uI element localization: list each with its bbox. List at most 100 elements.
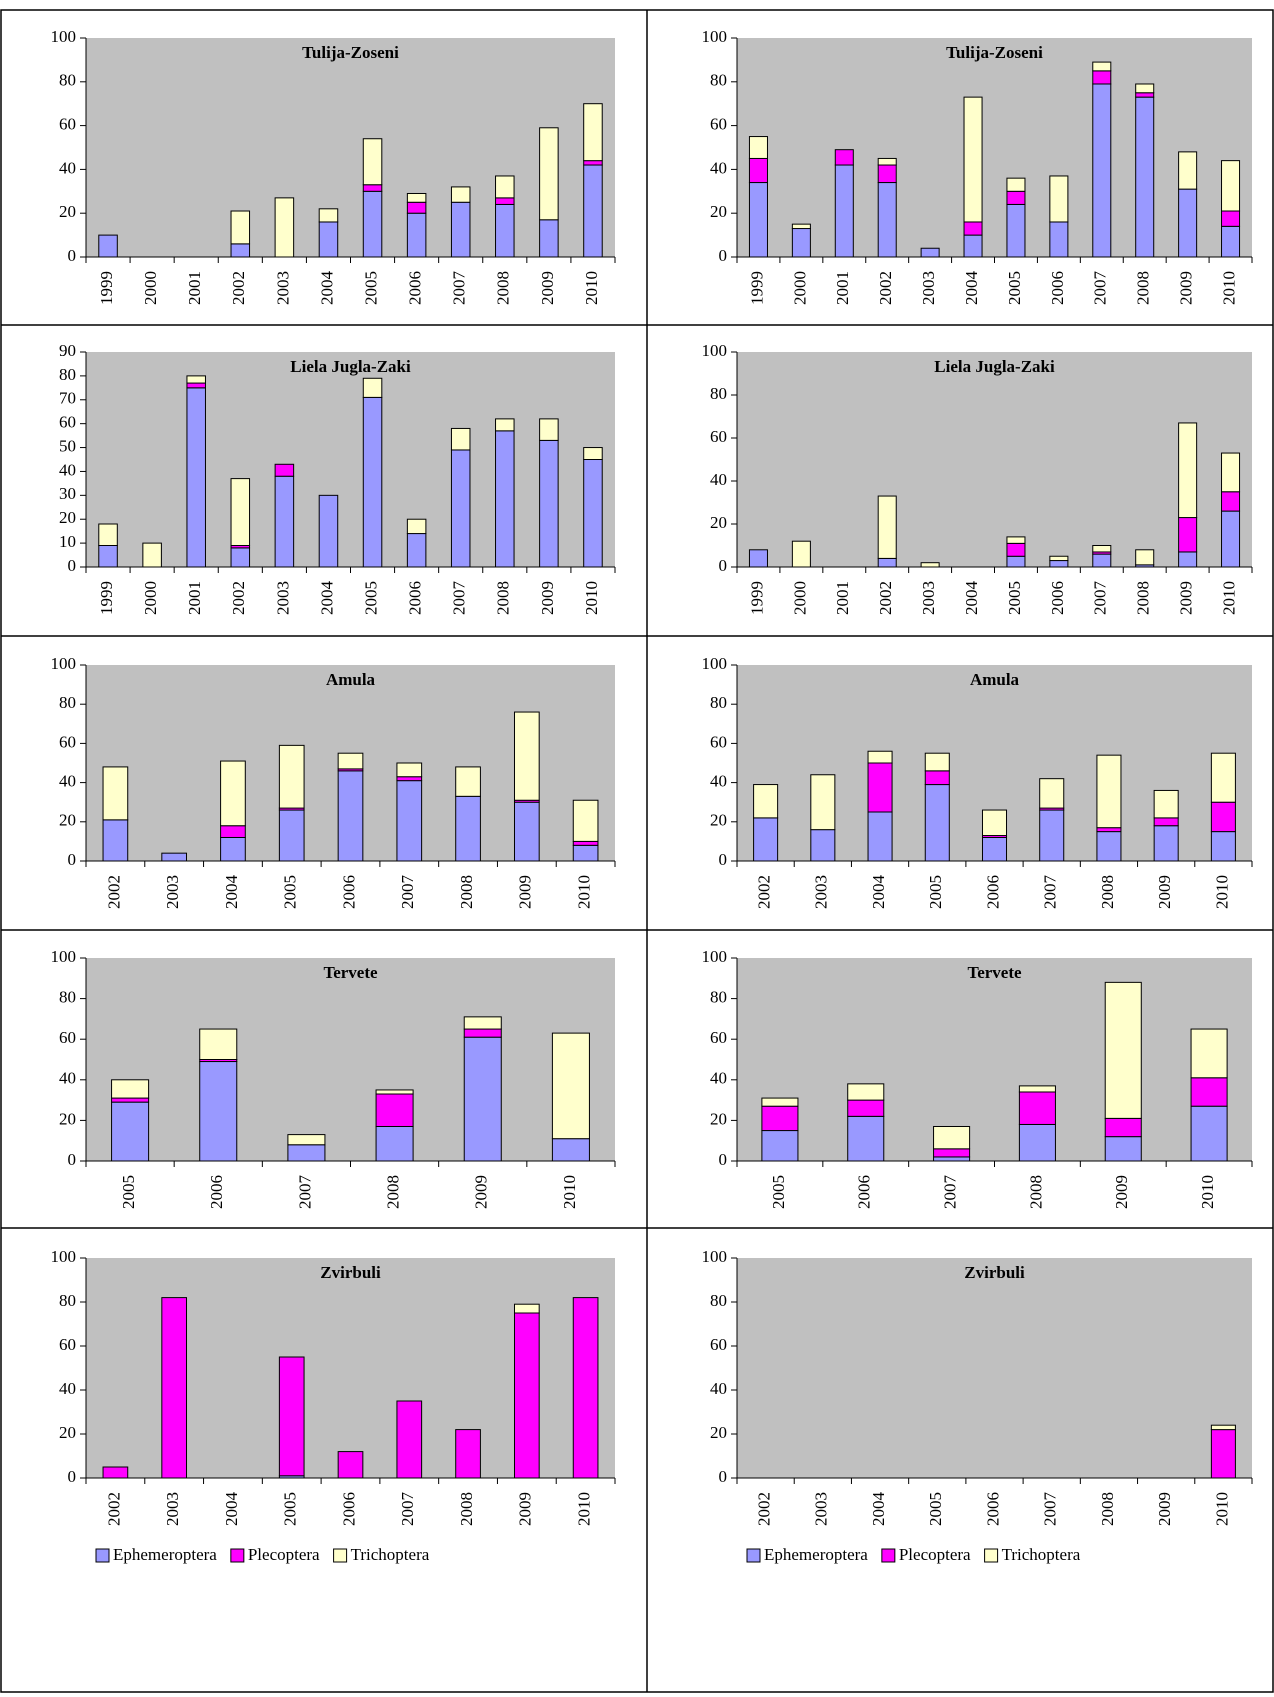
bar-segment	[111, 1097, 150, 1103]
bar-segment	[337, 770, 364, 862]
y-tick-label: 0	[68, 246, 77, 265]
x-tick-label: 2004	[962, 271, 981, 306]
bar-segment	[1221, 510, 1241, 568]
x-tick-label: 2005	[281, 1492, 300, 1526]
bar-segment	[748, 182, 768, 258]
bar-segment	[933, 1148, 971, 1158]
x-tick-label: 1999	[97, 271, 116, 305]
bar-segment	[495, 203, 515, 258]
x-tick-label: 2009	[1155, 1492, 1174, 1526]
bar-segment	[495, 430, 515, 568]
x-tick-label: 2002	[104, 1492, 123, 1526]
bar-segment	[1221, 491, 1241, 512]
x-tick-label: 2005	[769, 1175, 788, 1209]
x-tick-label: 2002	[755, 1492, 774, 1526]
bar-segment	[867, 750, 893, 764]
x-tick-label: 1999	[747, 271, 766, 305]
bar-segment	[463, 1036, 502, 1162]
y-tick-label: 80	[710, 71, 727, 90]
bar-segment	[1006, 542, 1026, 557]
y-tick-label: 60	[59, 115, 76, 134]
x-tick-label: 2007	[295, 1175, 314, 1210]
x-tick-label: 2006	[339, 1492, 358, 1526]
x-tick-label: 2009	[1177, 271, 1196, 305]
y-tick-label: 0	[719, 246, 728, 265]
y-tick-label: 60	[710, 1028, 727, 1047]
bar-segment	[1153, 789, 1179, 819]
bar-segment	[450, 186, 471, 203]
bar-segment	[318, 221, 339, 258]
y-tick-label: 100	[702, 654, 728, 673]
x-tick-label: 2006	[339, 875, 358, 909]
x-tick-label: 2008	[1134, 581, 1153, 615]
bar-segment	[924, 784, 950, 862]
x-tick-label: 2009	[472, 1175, 491, 1209]
y-tick-label: 20	[59, 811, 76, 830]
bar-segment	[220, 760, 246, 827]
plot-area	[86, 352, 615, 567]
bar-segment	[1006, 177, 1026, 192]
bar-segment	[1104, 1136, 1142, 1162]
bar-segment	[1018, 1085, 1056, 1093]
x-tick-label: 2003	[163, 1492, 182, 1526]
bar-segment	[102, 766, 129, 821]
x-tick-label: 2003	[812, 1492, 831, 1526]
x-tick-label: 2003	[273, 581, 292, 615]
x-tick-label: 2001	[833, 271, 852, 305]
bar-segment	[406, 518, 427, 535]
bar-segment	[877, 164, 897, 184]
y-tick-label: 40	[710, 1379, 727, 1398]
bar-segment	[1104, 981, 1142, 1119]
y-tick-label: 80	[59, 988, 76, 1007]
bar-segment	[513, 1303, 540, 1314]
x-tick-label: 2004	[869, 875, 888, 910]
y-tick-label: 20	[59, 508, 76, 527]
x-tick-label: 2006	[207, 1175, 226, 1209]
y-tick-label: 0	[68, 1467, 77, 1486]
bar-segment	[1153, 825, 1179, 862]
bar-segment	[1210, 831, 1236, 862]
y-tick-label: 40	[710, 1069, 727, 1088]
bar-segment	[513, 1312, 540, 1479]
bar-segment	[396, 780, 423, 862]
x-tick-label: 2004	[317, 581, 336, 616]
bar-segment	[1190, 1105, 1228, 1162]
bar-segment	[761, 1105, 799, 1132]
bar-segment	[161, 1297, 188, 1479]
y-tick-label: 10	[59, 532, 76, 551]
bar-segment	[1092, 70, 1112, 85]
bar-segment	[877, 495, 897, 559]
y-tick-label: 20	[710, 811, 727, 830]
bar-segment	[362, 138, 383, 186]
bar-segment	[1135, 96, 1155, 258]
bar-segment	[111, 1101, 150, 1162]
y-tick-label: 90	[59, 341, 76, 360]
y-tick-label: 0	[68, 850, 77, 869]
bar-segment	[450, 449, 471, 568]
bar-segment	[1096, 754, 1122, 829]
bar-segment	[748, 157, 768, 184]
bar-segment	[186, 387, 206, 568]
bar-segment	[791, 540, 811, 568]
chart-title: Tulija-Zoseni	[302, 43, 399, 62]
bar-segment	[287, 1144, 326, 1162]
bar-segment	[199, 1028, 238, 1061]
x-tick-label: 2004	[222, 875, 241, 910]
y-tick-label: 80	[710, 988, 727, 1007]
y-tick-label: 0	[719, 1150, 728, 1169]
y-tick-label: 60	[710, 1335, 727, 1354]
bar-segment	[1049, 555, 1069, 562]
bar-segment	[278, 1356, 305, 1477]
plot-area	[86, 38, 615, 257]
bar-segment	[1006, 555, 1026, 568]
bar-segment	[834, 164, 854, 258]
plot-area	[737, 352, 1252, 567]
x-tick-label: 2005	[361, 271, 380, 305]
y-tick-label: 60	[59, 413, 76, 432]
x-tick-label: 2008	[494, 581, 513, 615]
bar-segment	[1190, 1077, 1228, 1107]
legend-swatch	[984, 1548, 999, 1563]
bar-segment	[810, 774, 836, 831]
y-tick-label: 100	[51, 654, 77, 673]
bar-segment	[1210, 1424, 1236, 1431]
